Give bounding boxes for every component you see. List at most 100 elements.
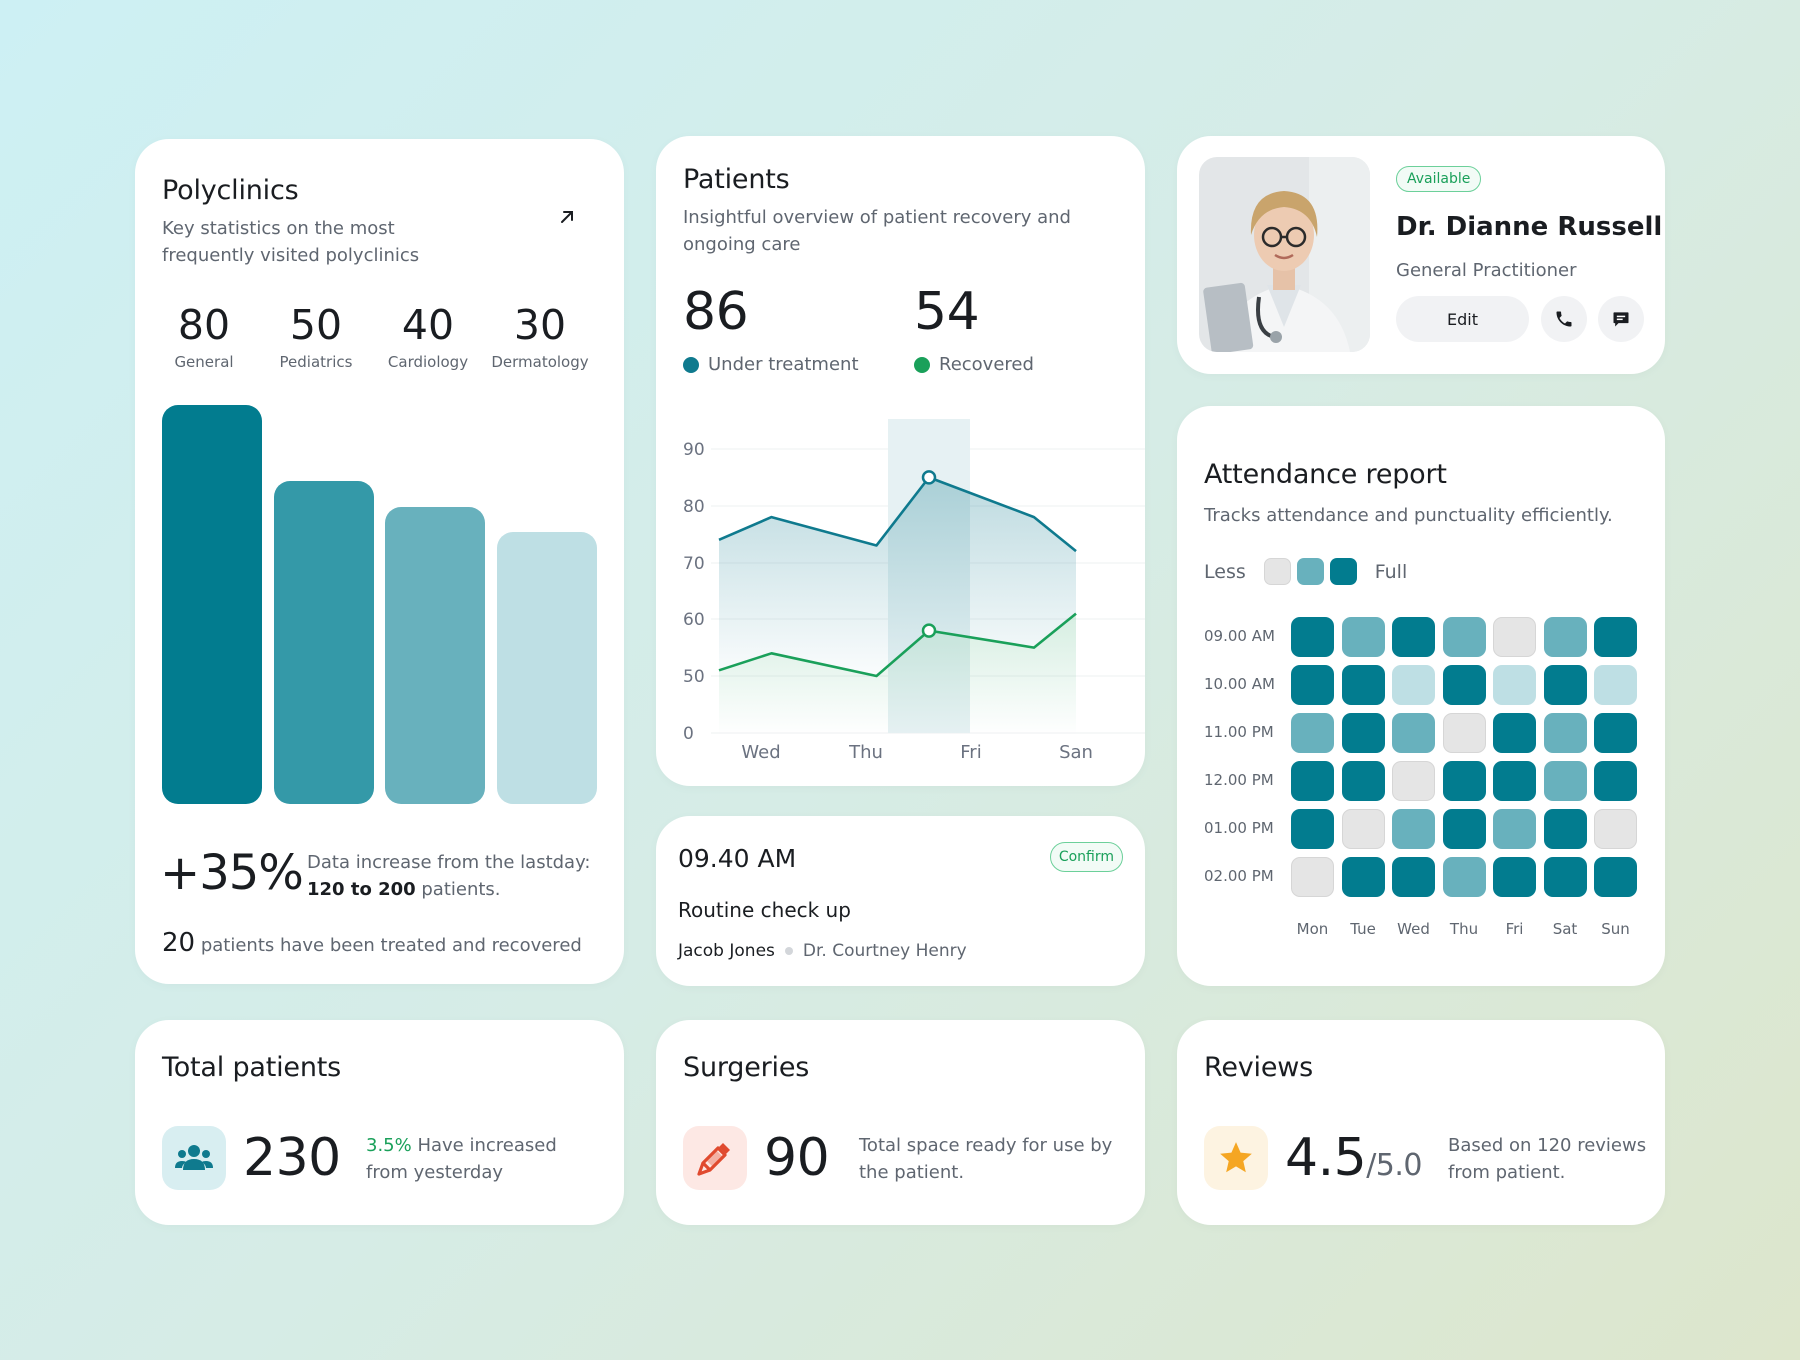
attendance-cell[interactable] [1594,617,1637,657]
y-tick-label: 60 [683,610,705,630]
increase-range: 120 to 200 [307,879,416,900]
attendance-cell[interactable] [1392,761,1435,801]
increase-text: Data increase from the lastday: [307,852,591,873]
attendance-cell[interactable] [1543,761,1587,801]
attendance-cell[interactable] [1341,665,1385,705]
y-tick-label: 70 [683,554,705,574]
x-tick-label: Thu [848,742,883,763]
area-between-series [719,477,1076,676]
confirm-badge[interactable]: Confirm [1049,842,1123,872]
attendance-subtitle: Tracks attendance and punctuality effici… [1204,505,1613,526]
attendance-cell[interactable] [1291,761,1334,801]
attendance-cell[interactable] [1594,761,1637,801]
attendance-scale: Less Full [1204,558,1407,585]
attendance-cell[interactable] [1493,809,1536,849]
attendance-cell[interactable] [1442,665,1486,705]
attendance-cell[interactable] [1341,761,1385,801]
attendance-cell[interactable] [1493,761,1536,801]
stat-value: 40 [401,301,455,349]
treated-summary: 20 patients have been treated and recove… [162,928,582,958]
reviews-card: Reviews 4.5/5.0 Based on 120 reviews fro… [1177,1020,1665,1225]
attendance-cell[interactable] [1442,857,1486,897]
stat-general: 80 General [148,301,260,371]
attendance-cell[interactable] [1493,713,1536,753]
surgeries-value: 90 [764,1128,830,1188]
attendance-cell[interactable] [1543,617,1587,657]
appointment-card[interactable]: 09.40 AM Confirm Routine check up Jacob … [656,816,1145,986]
attendance-cell[interactable] [1291,809,1334,849]
stat-value: 50 [289,301,343,349]
attendance-cell[interactable] [1392,713,1435,753]
attendance-cell[interactable] [1442,809,1486,849]
scale-swatch-full [1329,558,1357,585]
syringe-icon [683,1126,747,1190]
polyclinics-title: Polyclinics [162,175,299,206]
x-tick-label: Fri [960,742,981,763]
stat-label: Pediatrics [279,353,353,371]
highlight-point[interactable] [921,623,937,638]
legend-recovered: Recovered [914,354,1034,375]
attendance-cell[interactable] [1442,713,1486,753]
bar-cardiology [385,506,485,804]
under-treatment-value: 86 [683,282,749,342]
increase-pct: 3.5% [366,1135,412,1156]
attendance-cell[interactable] [1543,665,1587,705]
attendance-cell[interactable] [1392,857,1435,897]
time-row-label: 09.00 AM [1204,627,1275,645]
attendance-cell[interactable] [1291,665,1334,705]
total-patients-value: 230 [243,1128,341,1188]
bar-pediatrics [274,481,374,804]
message-button[interactable] [1598,296,1644,342]
attendance-cell[interactable] [1341,809,1385,849]
doctor-name: Dr. Courtney Henry [802,941,967,961]
attendance-cell[interactable] [1493,617,1536,657]
attendance-cell[interactable] [1442,761,1486,801]
recovered-value: 54 [914,282,980,342]
attendance-cell[interactable] [1392,809,1435,849]
y-tick-label: 90 [683,440,705,460]
attendance-cell[interactable] [1341,617,1385,657]
stat-value: 30 [513,301,567,349]
doctor-photo [1199,157,1370,352]
doctor-role: General Practitioner [1396,260,1577,281]
attendance-cell[interactable] [1493,857,1536,897]
patients-subtitle: Insightful overview of patient recovery … [683,207,1071,255]
attendance-cell[interactable] [1594,665,1637,705]
surgeries-description: Total space ready for use by the patient… [859,1135,1113,1183]
attendance-cell[interactable] [1291,857,1334,897]
attendance-cell[interactable] [1291,617,1334,657]
call-button[interactable] [1541,296,1587,342]
rating-denominator: /5.0 [1366,1148,1423,1183]
bar-general [162,405,262,804]
attendance-cell[interactable] [1543,809,1587,849]
attendance-cell[interactable] [1392,665,1435,705]
attendance-cell[interactable] [1442,617,1486,657]
time-row-label: 01.00 PM [1204,819,1274,837]
attendance-cell[interactable] [1594,857,1637,897]
attendance-cell[interactable] [1291,713,1334,753]
attendance-cell[interactable] [1493,665,1536,705]
stat-label: General [174,353,234,371]
doctor-name: Dr. Dianne Russell [1396,212,1663,242]
attendance-cell[interactable] [1392,617,1435,657]
attendance-cell[interactable] [1341,713,1385,753]
x-tick-label: Wed [741,742,780,763]
attendance-cell[interactable] [1543,713,1587,753]
total-patients-card: Total patients 230 3.5% Have increased f… [135,1020,624,1225]
message-icon [1613,312,1629,327]
attendance-cell[interactable] [1341,857,1385,897]
doctor-card: Available Dr. Dianne Russell General Pra… [1177,136,1665,374]
series-line [718,476,1077,553]
edit-button[interactable]: Edit [1396,296,1529,342]
legend-dot [683,356,699,373]
separator-dot [784,947,793,955]
increase-range-suffix: patients. [415,879,501,900]
treated-text: patients have been treated and recovered [195,935,582,956]
appointment-task: Routine check up [678,898,851,922]
reviews-description: Based on 120 reviews from patient. [1448,1135,1647,1183]
highlight-point[interactable] [921,470,937,485]
attendance-cell[interactable] [1594,713,1637,753]
attendance-cell[interactable] [1543,857,1587,897]
arrow-up-right-icon[interactable] [555,205,579,229]
attendance-cell[interactable] [1594,809,1637,849]
